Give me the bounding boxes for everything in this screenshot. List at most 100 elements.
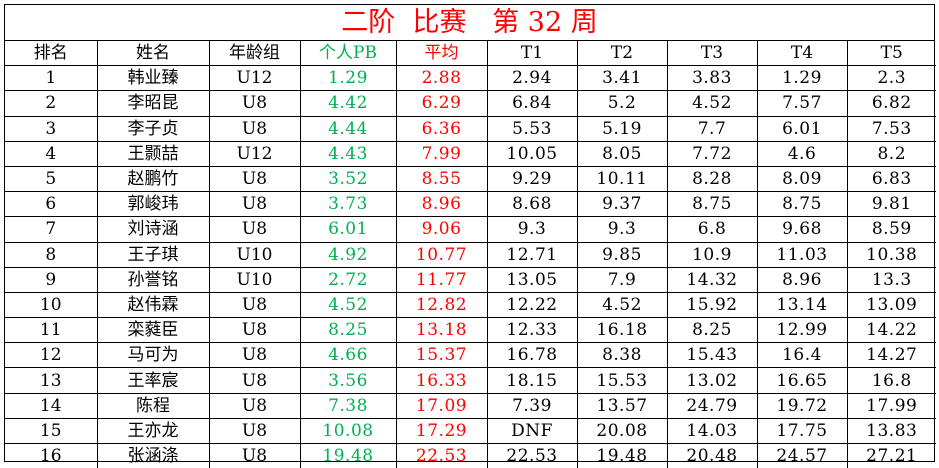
t3-cell: 14.03 (667, 418, 757, 443)
rank-cell: 16 (5, 444, 97, 468)
t1-cell: 2.94 (487, 66, 577, 91)
header-age-group: 年龄组 (209, 41, 300, 66)
t4-cell: 16.4 (757, 343, 847, 368)
t1-cell: 8.68 (487, 192, 577, 217)
t5-cell: 10.38 (847, 242, 936, 267)
header-t5: T5 (847, 41, 936, 66)
personal-best-cell: 1.29 (300, 66, 396, 91)
age-group-cell: U8 (209, 192, 300, 217)
header-t3: T3 (667, 41, 757, 66)
personal-best-cell: 19.48 (300, 444, 396, 468)
t5-cell: 7.53 (847, 116, 936, 141)
name-cell: 孙誉铭 (97, 267, 209, 292)
sheet-title: 二阶 比赛 第 32 周 (5, 5, 934, 41)
t4-cell: 11.03 (757, 242, 847, 267)
t2-cell: 8.05 (577, 141, 667, 166)
personal-best-cell: 4.52 (300, 292, 396, 317)
age-group-cell: U8 (209, 393, 300, 418)
name-cell: 王亦龙 (97, 418, 209, 443)
average-cell: 16.33 (396, 368, 487, 393)
header-row: 排名 姓名 年龄组 个人PB 平均 T1 T2 T3 T4 T5 (5, 41, 936, 66)
t4-cell: 13.14 (757, 292, 847, 317)
rank-cell: 14 (5, 393, 97, 418)
t3-cell: 4.52 (667, 91, 757, 116)
header-rank: 排名 (5, 41, 97, 66)
rank-cell: 9 (5, 267, 97, 292)
t1-cell: 18.15 (487, 368, 577, 393)
age-group-cell: U8 (209, 318, 300, 343)
t3-cell: 15.43 (667, 343, 757, 368)
t3-cell: 6.8 (667, 217, 757, 242)
t4-cell: 9.68 (757, 217, 847, 242)
age-group-cell: U8 (209, 91, 300, 116)
name-cell: 刘诗涵 (97, 217, 209, 242)
average-cell: 7.99 (396, 141, 487, 166)
name-cell: 张涵涤 (97, 444, 209, 468)
t4-cell: 4.6 (757, 141, 847, 166)
rank-cell: 3 (5, 116, 97, 141)
t4-cell: 1.29 (757, 66, 847, 91)
personal-best-cell: 4.42 (300, 91, 396, 116)
t5-cell: 13.3 (847, 267, 936, 292)
rank-cell: 10 (5, 292, 97, 317)
name-cell: 李子贞 (97, 116, 209, 141)
age-group-cell: U8 (209, 116, 300, 141)
t5-cell: 14.27 (847, 343, 936, 368)
t2-cell: 4.52 (577, 292, 667, 317)
age-group-cell: U12 (209, 141, 300, 166)
average-cell: 13.18 (396, 318, 487, 343)
t2-cell: 7.9 (577, 267, 667, 292)
t2-cell: 5.2 (577, 91, 667, 116)
personal-best-cell: 8.25 (300, 318, 396, 343)
personal-best-cell: 3.56 (300, 368, 396, 393)
t5-cell: 9.81 (847, 192, 936, 217)
age-group-cell: U8 (209, 418, 300, 443)
name-cell: 马可为 (97, 343, 209, 368)
t1-cell: 10.05 (487, 141, 577, 166)
rank-cell: 8 (5, 242, 97, 267)
t1-cell: 7.39 (487, 393, 577, 418)
name-cell: 郭峻玮 (97, 192, 209, 217)
t5-cell: 2.3 (847, 66, 936, 91)
name-cell: 王率宸 (97, 368, 209, 393)
average-cell: 15.37 (396, 343, 487, 368)
average-cell: 22.53 (396, 444, 487, 468)
rank-cell: 5 (5, 166, 97, 191)
t3-cell: 8.25 (667, 318, 757, 343)
t3-cell: 8.28 (667, 166, 757, 191)
age-group-cell: U10 (209, 242, 300, 267)
t3-cell: 20.48 (667, 444, 757, 468)
name-cell: 陈程 (97, 393, 209, 418)
rank-cell: 12 (5, 343, 97, 368)
t3-cell: 7.72 (667, 141, 757, 166)
name-cell: 王颢喆 (97, 141, 209, 166)
t5-cell: 8.59 (847, 217, 936, 242)
average-cell: 10.77 (396, 242, 487, 267)
t2-cell: 5.19 (577, 116, 667, 141)
t1-cell: 12.71 (487, 242, 577, 267)
t4-cell: 6.01 (757, 116, 847, 141)
personal-best-cell: 10.08 (300, 418, 396, 443)
name-cell: 赵鹏竹 (97, 166, 209, 191)
name-cell: 王子琪 (97, 242, 209, 267)
t5-cell: 13.83 (847, 418, 936, 443)
average-cell: 17.29 (396, 418, 487, 443)
t2-cell: 15.53 (577, 368, 667, 393)
t1-cell: 5.53 (487, 116, 577, 141)
rank-cell: 6 (5, 192, 97, 217)
t5-cell: 8.2 (847, 141, 936, 166)
age-group-cell: U8 (209, 217, 300, 242)
t4-cell: 19.72 (757, 393, 847, 418)
t5-cell: 16.8 (847, 368, 936, 393)
t5-cell: 17.99 (847, 393, 936, 418)
header-t4: T4 (757, 41, 847, 66)
average-cell: 12.82 (396, 292, 487, 317)
